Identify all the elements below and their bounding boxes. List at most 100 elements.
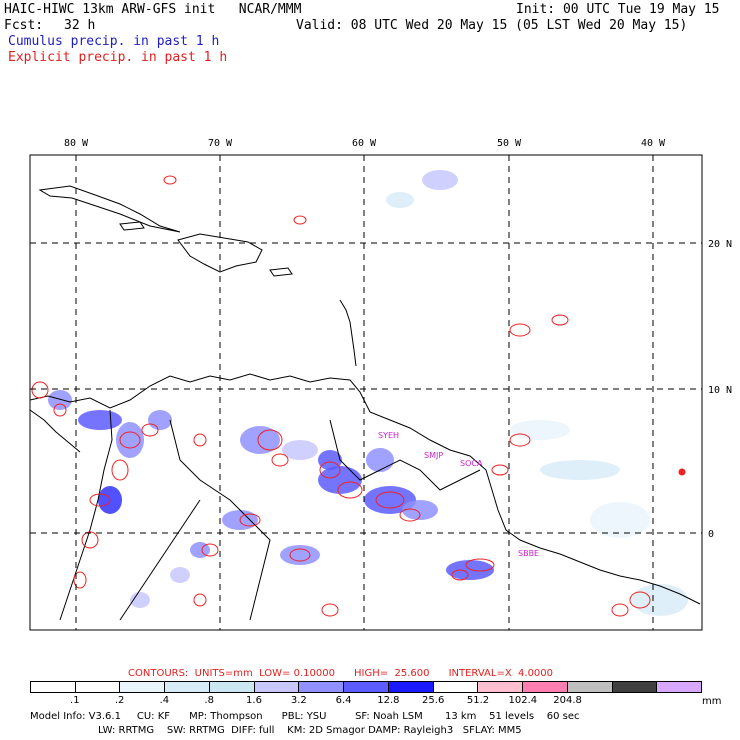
model-info-line1: Model Info: V3.6.1 CU: KF MP: Thompson P… — [30, 711, 580, 722]
colorbar-swatch — [567, 682, 613, 692]
explicit-contour — [611, 603, 629, 617]
colorbar-tick: 12.8 — [377, 695, 400, 706]
legend-explicit: Explicit precip. in past 1 h — [8, 50, 228, 65]
precip-fill — [280, 545, 320, 565]
colorbar-swatch — [344, 682, 389, 692]
forecast-hour: 32 h — [64, 18, 96, 33]
country-border-3 — [119, 499, 201, 621]
colorbar-swatch — [478, 682, 524, 692]
explicit-contour-layer — [31, 175, 686, 617]
precip-fill — [130, 592, 150, 608]
precip-fill — [148, 410, 172, 430]
colorbar-swatch — [254, 682, 300, 692]
precip-fill — [590, 502, 650, 538]
colorbar-tick: 102.4 — [508, 695, 538, 706]
explicit-contour — [53, 403, 67, 417]
legend-cumulus: Cumulus precip. in past 1 h — [8, 34, 220, 49]
lon-label: 50 W — [497, 138, 522, 149]
precip-fill — [510, 420, 570, 440]
colorbar-tick: .4 — [159, 695, 170, 706]
lon-label: 80 W — [64, 138, 89, 149]
country-border-2 — [329, 419, 481, 491]
colorbar-tick: 204.8 — [553, 695, 582, 706]
precip-fill — [422, 170, 458, 190]
precip-fill — [632, 584, 688, 616]
explicit-contour — [321, 603, 339, 617]
colorbar-tick: 51.2 — [466, 695, 490, 706]
explicit-contour — [465, 558, 495, 572]
explicit-contour — [257, 429, 283, 451]
precip-fill — [540, 460, 620, 480]
explicit-contour — [551, 314, 569, 326]
colorbar-ticks: .1 .2 .4 .8 1.6 3.2 6.4 12.8 25.6 51.2 102.4 204.8 — [30, 695, 730, 707]
lon-label: 70 W — [208, 138, 233, 149]
explicit-contour — [141, 423, 159, 437]
jamaica-coast — [119, 221, 145, 231]
explicit-contour — [491, 464, 509, 476]
explicit-contour — [89, 493, 111, 507]
explicit-contour — [239, 513, 261, 527]
colorbar-swatch — [523, 682, 568, 692]
precip-fill — [318, 450, 342, 470]
precip-fill — [446, 560, 494, 580]
colorbar-swatch — [165, 682, 210, 692]
colorbar-tick: 1.6 — [246, 695, 262, 706]
longitude-labels: 80 W 70 W 60 W 50 W 40 W — [64, 138, 666, 149]
colorbar-swatch — [31, 682, 76, 692]
hispaniola-coast — [177, 233, 263, 273]
explicit-contour — [399, 508, 421, 522]
explicit-contour — [375, 491, 405, 509]
colorbar-swatch — [75, 682, 121, 692]
valid-time: Valid: 08 UTC Wed 20 May 15 (05 LST Wed … — [296, 18, 688, 33]
explicit-contour — [193, 433, 207, 447]
explicit-contour — [193, 593, 207, 607]
station-label: SMJP — [424, 451, 443, 460]
lat-lon-grid — [30, 155, 702, 630]
precip-fill — [78, 410, 122, 430]
explicit-contour — [337, 481, 363, 499]
colorbar-swatch — [299, 682, 345, 692]
cuba-coast — [38, 185, 181, 233]
precip-fill — [282, 440, 318, 460]
precip-fill — [366, 448, 394, 472]
map-frame — [29, 154, 703, 631]
andes-border — [59, 409, 113, 621]
explicit-contour — [201, 543, 219, 557]
colorbar-tick: 3.2 — [290, 695, 307, 706]
explicit-contour — [73, 571, 87, 589]
explicit-contour — [289, 548, 311, 562]
explicit-contour — [163, 175, 177, 185]
plot-title: HAIC-HIWC 13km ARW-GFS init NCAR/MMM — [4, 2, 302, 17]
puerto-rico-coast — [269, 267, 293, 277]
colorbar-swatch — [433, 682, 479, 692]
explicit-contour — [509, 433, 531, 447]
colorbar-tick: .1 — [70, 695, 80, 706]
explicit-point — [678, 468, 686, 476]
explicit-contour — [451, 569, 469, 581]
latitude-labels: 20 N 10 N 0 — [708, 239, 732, 540]
explicit-contour — [293, 215, 307, 225]
station-label: SBBE — [518, 549, 539, 558]
central-america-coast — [29, 409, 81, 453]
colorbar-tick: .2 — [114, 695, 125, 706]
colorbar-units: mm — [702, 696, 722, 707]
contours-info: CONTOURS: UNITS=mm LOW= 0.10000 HIGH= 25… — [128, 668, 554, 679]
precip-fill — [116, 422, 144, 458]
precip-fill — [402, 500, 438, 520]
explicit-contour — [509, 323, 531, 337]
explicit-contour — [31, 381, 49, 399]
precip-fill — [190, 542, 210, 558]
colorbar-swatch — [388, 682, 434, 692]
lat-label: 20 N — [708, 239, 732, 250]
colorbar-tick: 25.6 — [422, 695, 445, 706]
precip-fill-layer — [48, 170, 688, 616]
lesser-antilles — [339, 299, 357, 367]
precip-fill — [170, 567, 190, 583]
lon-label: 40 W — [641, 138, 666, 149]
coastline-layer — [29, 185, 701, 621]
explicit-contour — [111, 459, 129, 481]
forecast-label: Fcst: — [4, 18, 44, 33]
colorbar-tick: .8 — [204, 695, 214, 706]
south-america-coast — [29, 373, 701, 605]
